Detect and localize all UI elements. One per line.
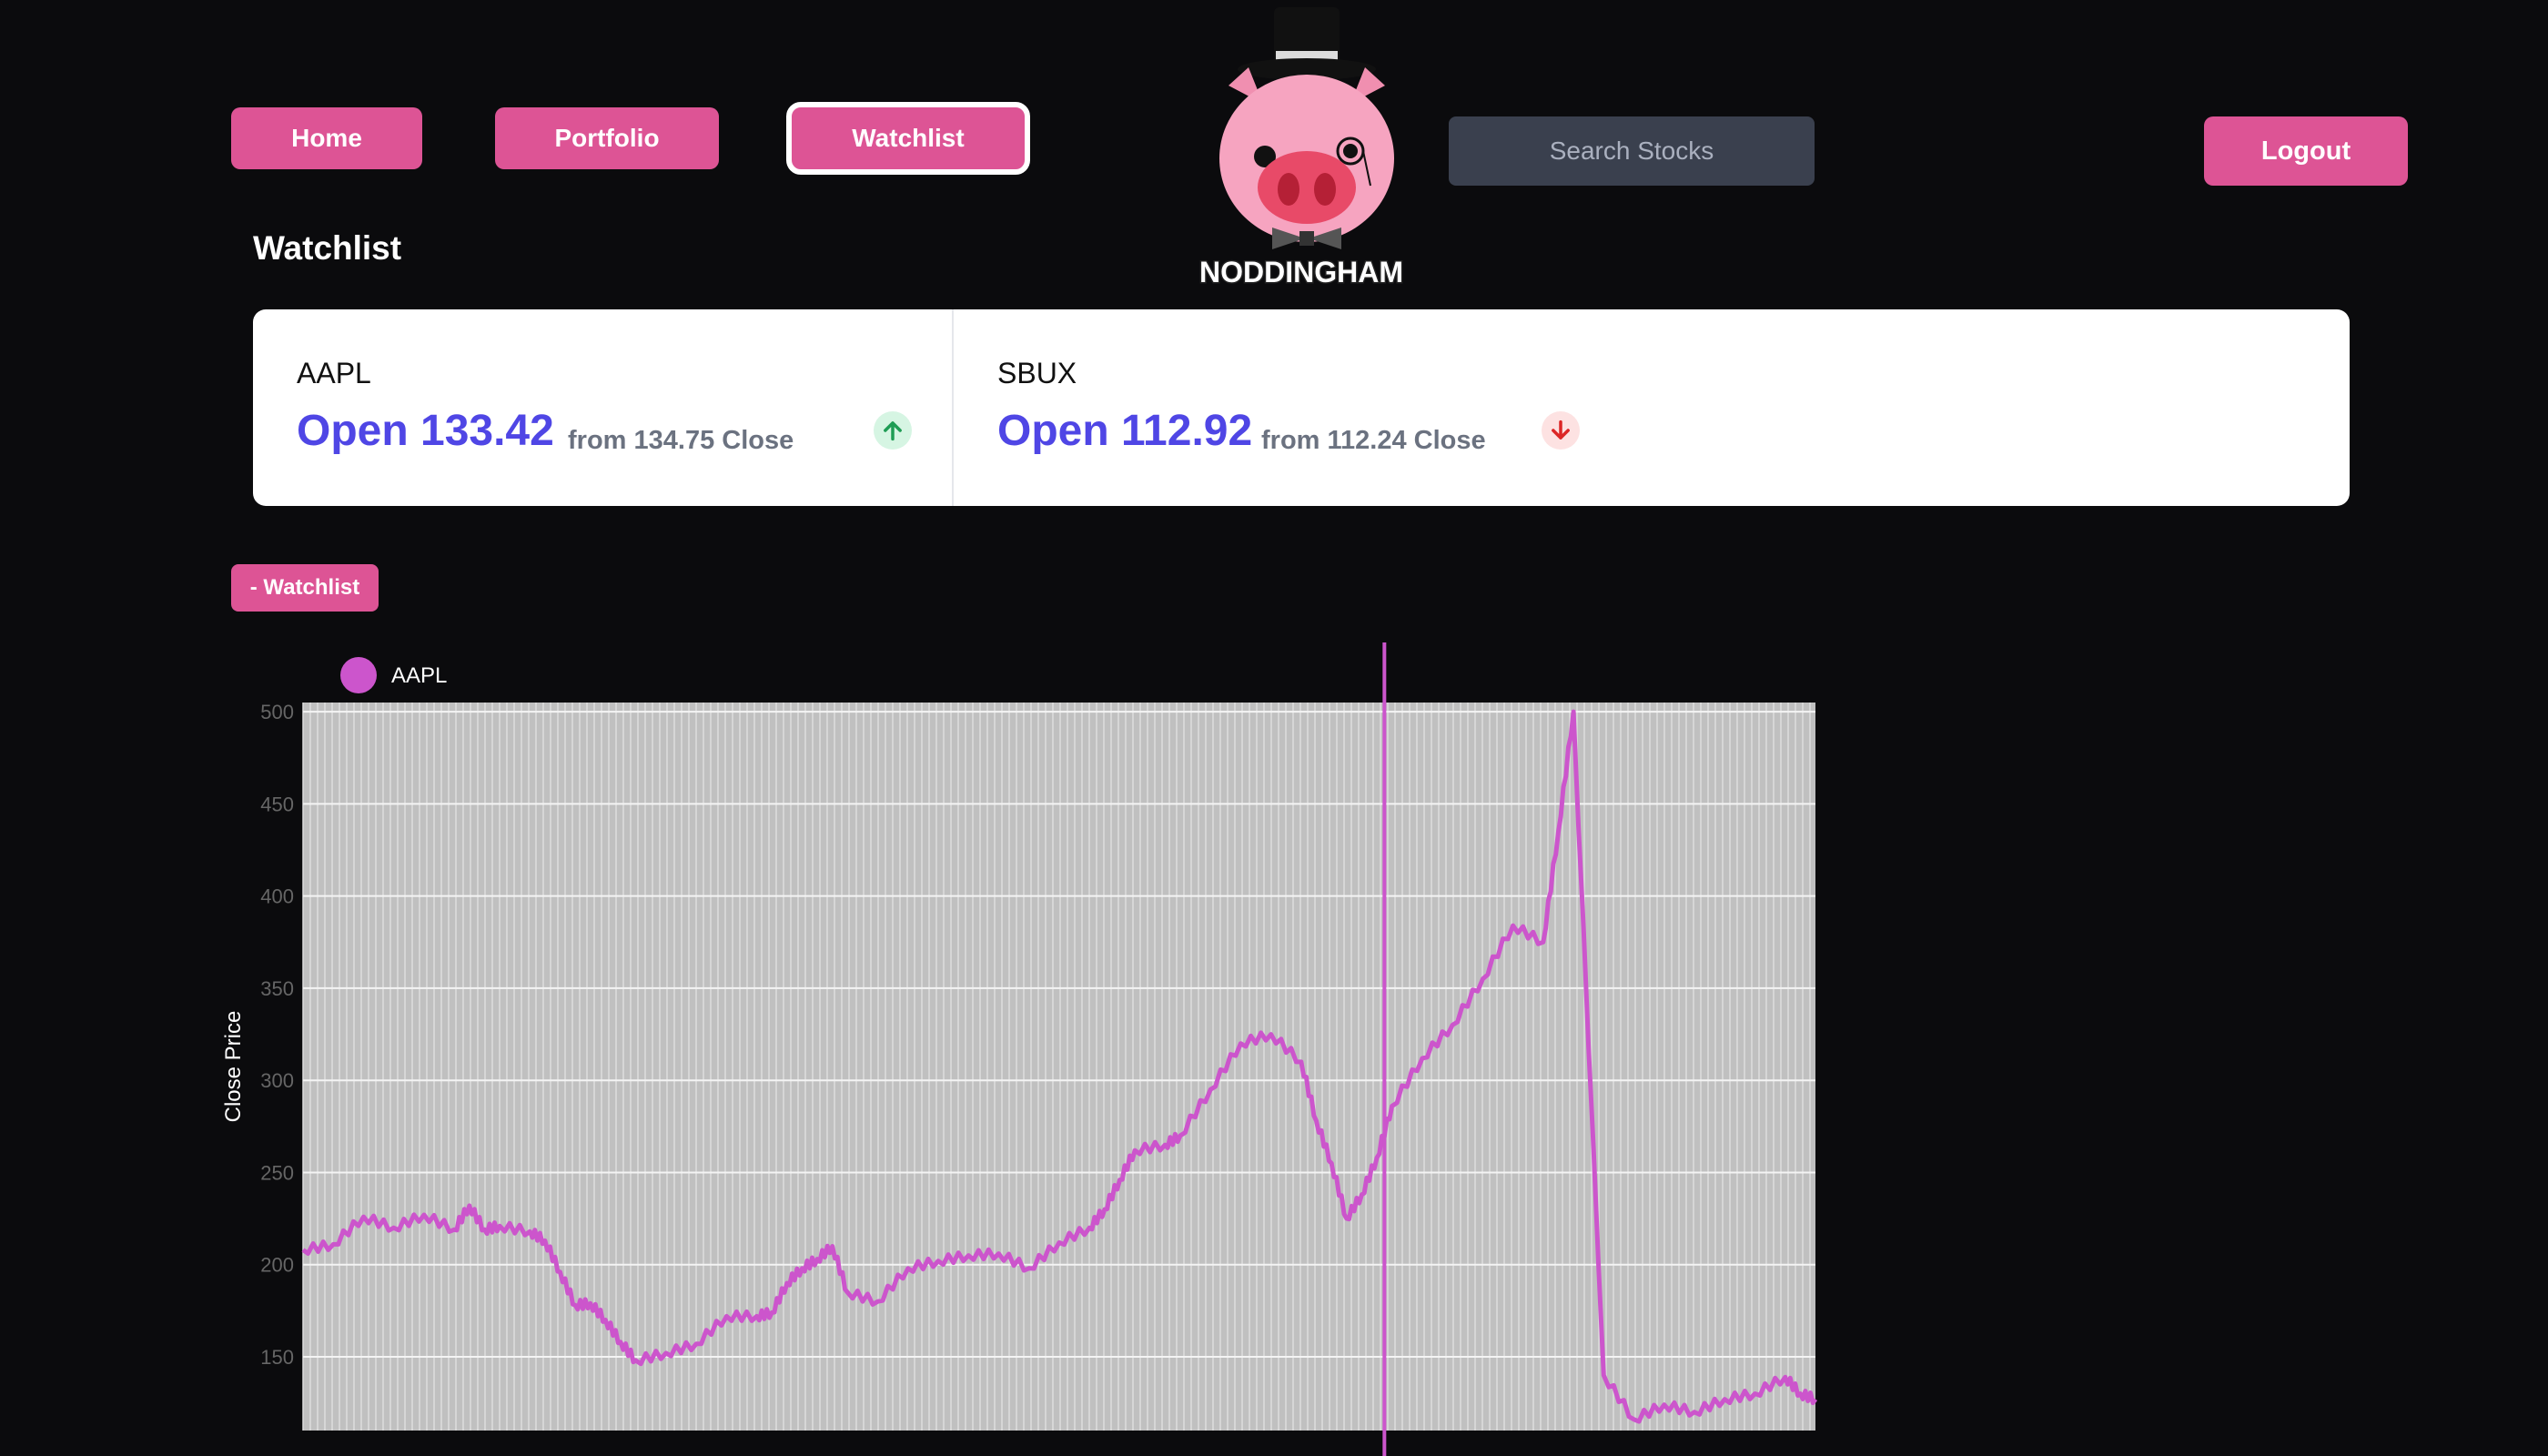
arrow-down-icon xyxy=(1542,411,1580,450)
vertical-grid xyxy=(302,703,1811,1431)
stock-symbol: AAPL xyxy=(297,357,371,389)
y-axis-ticks: 500 450 400 350 300 250 200 150 xyxy=(260,701,294,1369)
y-tick-label: 200 xyxy=(260,1254,294,1277)
remove-from-watchlist-button[interactable]: - Watchlist xyxy=(231,564,379,612)
top-hat-icon xyxy=(1238,7,1376,80)
open-price: Open 133.42 xyxy=(297,407,554,455)
y-tick-label: 450 xyxy=(260,793,294,815)
page-title: Watchlist xyxy=(253,229,402,267)
home-button[interactable]: Home xyxy=(231,107,422,169)
watchlist-item-aapl[interactable]: AAPL Open 133.42 from 134.75 Close xyxy=(253,309,954,506)
arrow-up-icon xyxy=(874,411,912,450)
y-axis-label: Close Price xyxy=(221,1011,246,1123)
aapl-price-line[interactable] xyxy=(301,709,1818,1424)
legend-swatch xyxy=(340,657,377,693)
chart-legend[interactable]: AAPL xyxy=(340,657,447,693)
y-tick-label: 150 xyxy=(260,1346,294,1369)
y-tick-label: 350 xyxy=(260,977,294,1000)
open-price: Open 112.92 xyxy=(997,407,1253,455)
y-tick-label: 400 xyxy=(260,885,294,908)
logout-button[interactable]: Logout xyxy=(2204,116,2408,186)
y-tick-label: 300 xyxy=(260,1069,294,1092)
y-tick-label: 500 xyxy=(260,701,294,723)
previous-close: from 112.24 Close xyxy=(1261,426,1486,455)
price-chart[interactable]: AAPL Close Price 500 450 400 350 300 250 200 15… xyxy=(209,637,1838,1456)
plot-area xyxy=(303,703,1815,1431)
portfolio-button[interactable]: Portfolio xyxy=(495,107,719,169)
bowtie-icon xyxy=(1272,228,1341,249)
legend-label: AAPL xyxy=(391,663,447,688)
logo-text: NODDINGHAM xyxy=(1199,256,1403,288)
watchlist-item-sbux[interactable]: SBUX Open 112.92 from 112.24 Close xyxy=(954,309,2350,506)
noddingham-logo[interactable]: NODDINGHAM xyxy=(1183,4,1420,291)
pig-face-icon xyxy=(1219,67,1394,242)
previous-close: from 134.75 Close xyxy=(568,426,794,455)
search-input[interactable] xyxy=(1449,116,1815,186)
stock-symbol: SBUX xyxy=(997,357,1077,389)
watchlist-button[interactable]: Watchlist xyxy=(786,102,1030,175)
watchlist-card: AAPL Open 133.42 from 134.75 Close SBUX … xyxy=(253,309,2350,506)
y-tick-label: 250 xyxy=(260,1161,294,1184)
